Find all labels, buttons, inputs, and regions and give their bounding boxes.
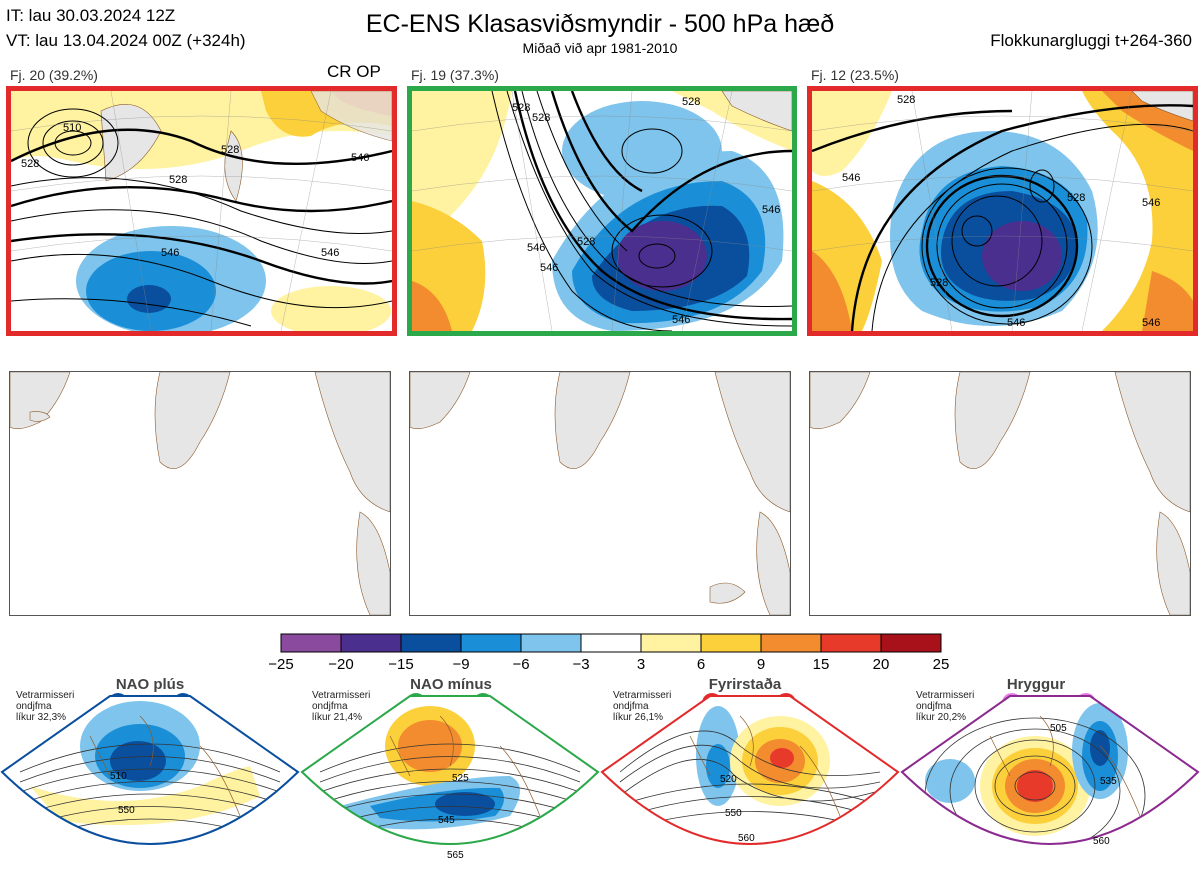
colorbar-tick-label: 25 [932,656,950,673]
regime-1-contour-label: 510 [110,771,127,782]
regime-3-contour-label: 520 [720,774,737,785]
colorbar-tick-label: −20 [328,656,354,673]
contour-label: 528 [897,94,915,106]
contour-label: 546 [540,262,558,274]
contour-label: 528 [221,144,239,156]
contour-label: 528 [1067,192,1085,204]
colorbar-tick-label: 6 [696,656,706,673]
contour-label: 546 [161,247,179,259]
valid-time: VT: lau 13.04.2024 00Z (+324h) [6,31,246,50]
cluster-1-map: 510 528 528 528 546 546 546 [6,86,397,336]
contour-label: 546 [762,204,780,216]
regimes: NAO plús Vetrarmisseri ondjfma líkur 32,3%… [0,676,1200,871]
colorbar-swatch [580,633,642,653]
colorbar-swatch [640,633,702,653]
cluster-1-badge: CR OP [327,62,381,81]
cluster-1-label: Fj. 20 (39.2%) [10,67,98,83]
regime-4-contour-label: 560 [1093,836,1110,847]
regime-4-contour-label: 505 [1050,723,1067,734]
contour-label: 546 [351,152,369,164]
contour-label: 546 [1142,197,1160,209]
regime-1-name: NAO plús [115,676,185,693]
contour-label: 546 [1007,317,1025,329]
regime-4-dot-b [1076,693,1096,713]
regime-2-contour-label: 565 [447,850,464,861]
regime-4-name: Hryggur [1006,676,1066,693]
regime-2-dot-a [406,693,426,713]
colorbar-swatch [340,633,402,653]
colorbar-swatch [400,633,462,653]
colorbar-tick-label: 20 [872,656,890,673]
regime-3-dot-b [776,693,796,713]
regime-4-dot-a [1002,693,1022,713]
base-map-1 [9,371,391,616]
colorbar-tick-label: −25 [268,656,294,673]
colorbar-swatch [820,633,882,653]
colorbar-tick-label: −3 [572,656,590,673]
colorbar-swatch [460,633,522,653]
contour-label: 510 [63,122,81,134]
regime-3-contour-label: 550 [725,808,742,819]
colorbar-tick-label: −6 [512,656,530,673]
colorbar [280,633,942,653]
regime-3-name: Fyrirstaða [708,676,782,693]
regime-1-dot-a [108,693,128,713]
regime-1-dot-b [173,693,193,713]
contour-label: 546 [1142,317,1160,329]
regime-2-contour-label: 545 [438,815,455,826]
cluster-3-map: 528 546 528 546 528 546 546 [807,86,1198,336]
colorbar-ticks: −25 −20 −15 −9 −6 −3 3 6 9 15 20 25 [268,656,949,674]
contour-label: 528 [930,277,948,289]
regime-2-stat: Vetrarmisseri ondjfma líkur 21,4% [312,690,371,723]
cluster-3-label: Fj. 12 (23.5%) [811,67,899,83]
regime-4-contour-label: 535 [1100,776,1117,787]
contour-label: 528 [169,174,187,186]
page-subtitle: Miðað við apr 1981-2010 [522,40,678,56]
regime-3-stat: Vetrarmisseri ondjfma líkur 26,1% [613,690,672,723]
contour-label: 546 [842,172,860,184]
page-title: EC-ENS Klasasviðsmyndir - 500 hPa hæð [365,10,835,38]
regime-1-stat: Vetrarmisseri ondjfma líkur 32,3% [16,690,75,723]
cluster-2-map: 528 528 546 546 528 546 528 546 [407,86,797,336]
colorbar-tick-label: −9 [452,656,470,673]
contour-label: 546 [321,247,339,259]
regime-2-dot-b [473,693,493,713]
colorbar-swatch [700,633,762,653]
colorbar-tick-label: 9 [756,656,766,673]
contour-label: 528 [532,112,550,124]
colorbar-swatch [760,633,822,653]
contour-label: 546 [527,242,545,254]
regime-3-dot-a [702,693,722,713]
colorbar-swatch [880,633,942,653]
contour-label: 528 [682,96,700,108]
contour-label: 546 [672,314,690,326]
colorbar-tick-label: 3 [636,656,646,673]
contour-label: 528 [21,158,39,170]
regime-3-contour-label: 560 [738,833,755,844]
colorbar-swatch [520,633,582,653]
regime-2-contour-label: 525 [452,773,469,784]
regime-1-contour-label: 550 [118,805,135,816]
initial-time: IT: lau 30.03.2024 12Z [6,6,176,25]
base-map-2 [409,371,791,616]
cluster-2-label: Fj. 19 (37.3%) [411,67,499,83]
classification-window: Flokkunargluggi t+264-360 [990,31,1192,50]
colorbar-tick-label: 15 [812,656,830,673]
contour-label: 528 [577,236,595,248]
colorbar-tick-label: −15 [388,656,414,673]
regime-4-stat: Vetrarmisseri ondjfma líkur 20,2% [916,690,975,723]
colorbar-swatch [280,633,342,653]
regime-2-name: NAO mínus [410,676,492,693]
contour-label: 528 [512,102,530,114]
base-map-3 [809,371,1191,616]
